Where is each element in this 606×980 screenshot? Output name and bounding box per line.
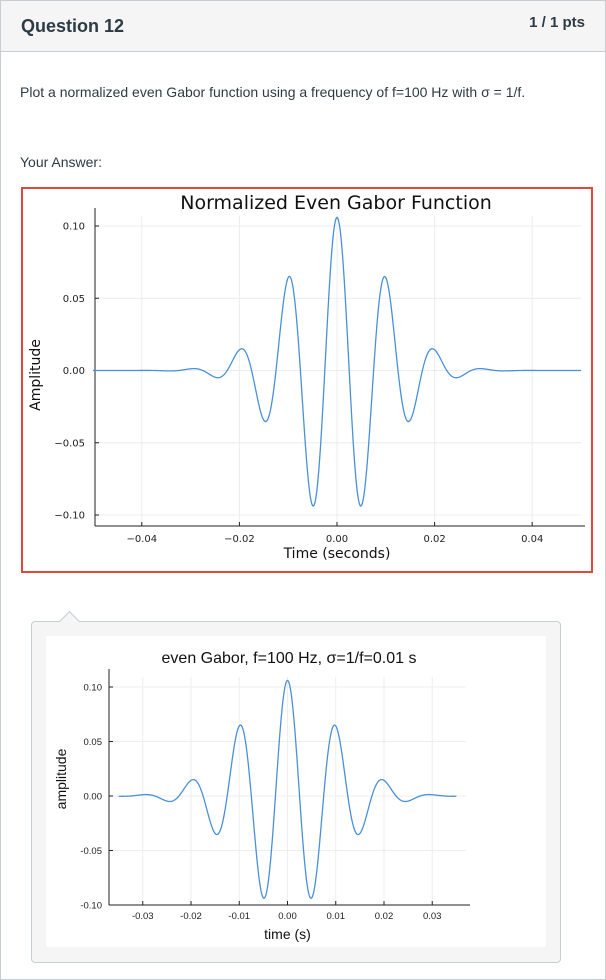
x-tick-label: -0.03 bbox=[132, 911, 154, 922]
y-axis-label: Amplitude bbox=[28, 339, 44, 411]
y-tick-label: -0.10 bbox=[80, 901, 102, 912]
x-axis-label: time (s) bbox=[264, 926, 311, 942]
y-tick-label: 0.05 bbox=[63, 294, 85, 305]
question-title: Question 12 bbox=[21, 16, 125, 36]
y-tick-label: 0.00 bbox=[84, 792, 103, 803]
series-line-gabor bbox=[118, 679, 457, 899]
y-tick-label: −0.05 bbox=[54, 438, 85, 449]
x-tick-label: 0.02 bbox=[375, 911, 394, 922]
y-tick-label: 0.10 bbox=[63, 222, 85, 233]
question-text: Plot a normalized even Gabor function us… bbox=[20, 84, 526, 100]
y-tick-label: -0.05 bbox=[80, 846, 102, 857]
y-tick-label: −0.10 bbox=[54, 511, 85, 522]
x-tick-label: −0.02 bbox=[224, 534, 255, 545]
chart-title: even Gabor, f=100 Hz, σ=1/f=0.01 s bbox=[162, 650, 417, 667]
y-tick-label: 0.10 bbox=[84, 683, 103, 694]
y-tick-label: 0.05 bbox=[84, 737, 103, 748]
chart-title: Normalized Even Gabor Function bbox=[180, 192, 492, 214]
answer-label: Your Answer: bbox=[20, 154, 102, 170]
question-header: Question 12 1 / 1 pts bbox=[1, 1, 605, 52]
reference-chart-frame: 0.10 0.05 0.00 -0.05 -0.10 -0.03 -0.02 -0.01 0.0… bbox=[46, 636, 546, 947]
x-tick-label: 0.00 bbox=[278, 911, 297, 922]
y-tick-label: 0.00 bbox=[63, 366, 85, 377]
x-tick-label: 0.03 bbox=[423, 911, 442, 922]
x-tick-label: -0.01 bbox=[228, 911, 250, 922]
x-axis-label: Time (seconds) bbox=[283, 546, 391, 562]
y-axis-label: amplitude bbox=[53, 748, 69, 809]
x-tick-label: 0.04 bbox=[521, 534, 543, 545]
x-tick-label: 0.02 bbox=[423, 534, 445, 545]
x-tick-label: 0.01 bbox=[326, 911, 345, 922]
question-points: 1 / 1 pts bbox=[529, 14, 585, 31]
reference-chart: 0.10 0.05 0.00 -0.05 -0.10 -0.03 -0.02 -0.01 0.0… bbox=[53, 650, 470, 942]
x-tick-label: −0.04 bbox=[126, 534, 157, 545]
answer-chart: 0.10 0.05 0.00 −0.05 −0.10 −0.04 −0.02 0.00 0.02… bbox=[28, 192, 585, 562]
series-line-gabor bbox=[93, 216, 581, 507]
x-tick-label: -0.02 bbox=[180, 911, 202, 922]
x-tick-label: 0.00 bbox=[326, 534, 348, 545]
answer-chart-frame: 0.10 0.05 0.00 −0.05 −0.10 −0.04 −0.02 0.00 0.02… bbox=[21, 187, 593, 573]
